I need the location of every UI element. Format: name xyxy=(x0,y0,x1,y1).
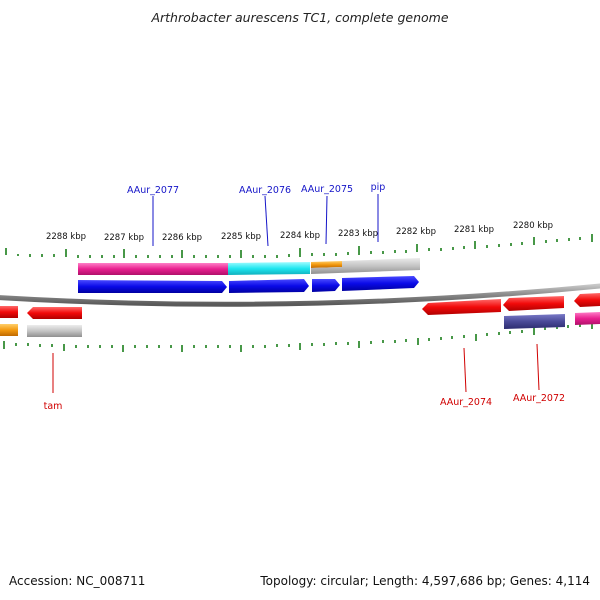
gene-arrow-aaur-2074 xyxy=(422,299,501,315)
forward-label-leaders xyxy=(152,194,379,247)
genome-backbone xyxy=(0,283,600,307)
gene-arrow-aaur-2076 xyxy=(229,279,309,293)
gene-label-aaur-2077: AAur_2077 xyxy=(127,185,179,196)
gene-arrow-aaur-2073 xyxy=(503,296,564,311)
reverse-label-leaders xyxy=(52,343,540,393)
genome-summary-text: Topology: circular; Length: 4,597,686 bp… xyxy=(260,574,590,588)
gene-feature-orange xyxy=(311,261,342,268)
scale-label: 2282 kbp xyxy=(396,227,436,237)
gene-feature-orange-left xyxy=(0,324,18,336)
gene-arrow-right-edge xyxy=(574,293,600,307)
gene-label-tam: tam xyxy=(44,401,63,412)
scale-label: 2283 kbp xyxy=(338,229,378,239)
outer-scale-ticks xyxy=(5,234,593,258)
scale-label: 2281 kbp xyxy=(454,225,494,235)
gene-label-aaur-2074: AAur_2074 xyxy=(440,397,492,408)
gene-feature-pink xyxy=(78,263,228,275)
reverse-cds-row xyxy=(0,293,600,337)
forward-gene-labels: AAur_2077 AAur_2076 AAur_2075 pip xyxy=(127,182,385,196)
scale-labels: 2288 kbp 2287 kbp 2286 kbp 2285 kbp 2284… xyxy=(46,221,553,243)
scale-label: 2285 kbp xyxy=(221,232,261,242)
gene-label-aaur-2072: AAur_2072 xyxy=(513,393,565,404)
gene-feature-cyan xyxy=(228,262,310,275)
reverse-gene-labels: tam AAur_2074 AAur_2072 xyxy=(44,393,565,412)
scale-label: 2287 kbp xyxy=(104,233,144,243)
gene-feature-pink-right xyxy=(575,312,600,325)
map-title: Arthrobacter aurescens TC1, complete gen… xyxy=(151,10,449,25)
gene-label-aaur-2076: AAur_2076 xyxy=(239,185,291,196)
gene-arrow-tam-partner xyxy=(27,307,82,319)
scale-label: 2284 kbp xyxy=(280,231,320,241)
inner-scale-ticks xyxy=(3,321,593,352)
gene-feature-gray xyxy=(311,258,420,274)
forward-cds-row xyxy=(78,276,419,293)
scale-label: 2280 kbp xyxy=(513,221,553,231)
gene-label-pip: pip xyxy=(371,182,386,193)
gene-feature-purple xyxy=(504,314,565,329)
gene-arrow-left-edge xyxy=(0,306,18,318)
gene-arrow-aaur-2075 xyxy=(312,279,340,292)
gene-feature-gray-left xyxy=(27,325,82,337)
gene-arrow-aaur-2077 xyxy=(78,280,227,293)
scale-label: 2288 kbp xyxy=(46,232,86,242)
gene-arrow-pip xyxy=(342,276,419,291)
scale-label: 2286 kbp xyxy=(162,233,202,243)
accession-text: Accession: NC_008711 xyxy=(9,574,146,588)
forward-feature-row xyxy=(78,258,420,275)
gene-label-aaur-2075: AAur_2075 xyxy=(301,184,353,195)
